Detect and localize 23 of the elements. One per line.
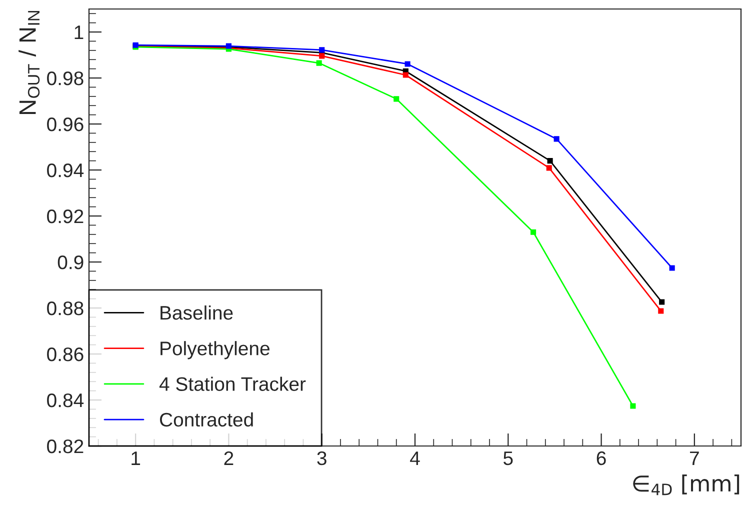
y-tick-label: 0.98: [47, 71, 84, 86]
legend-label: 4 Station Tracker: [159, 376, 306, 391]
x-tick-label: 6: [596, 451, 606, 466]
x-tick-label: 2: [224, 451, 234, 465]
x-tick-label: 1: [132, 452, 140, 465]
legend-label: Contracted: [160, 412, 253, 427]
y-tick-label: 0.9: [58, 255, 84, 270]
y-tick-label: 0.96: [47, 117, 84, 132]
x-tick-label: 5: [504, 452, 513, 466]
y-tick-label: 0.88: [47, 301, 84, 316]
x-tick-label: 7: [690, 452, 699, 465]
y-tick-label: 0.84: [47, 393, 84, 408]
legend-label: Polyethylene: [160, 341, 270, 360]
y-tick-label: 1: [74, 26, 84, 40]
x-tick-label: 3: [317, 451, 326, 466]
x-axis-title: ∈$_{4D}$ [mm]: [633, 474, 740, 496]
y-tick-label: 0.92: [47, 209, 84, 224]
x-tick-label: 4: [410, 452, 420, 465]
y-tick-label: 0.86: [47, 347, 84, 362]
legend-label: Baseline: [160, 305, 233, 320]
y-tick-label: 0.94: [47, 163, 84, 178]
y-tick-label: 0.82: [47, 439, 84, 454]
y-axis-title: N$_{OUT}$ / N$_{IN}$: [18, 11, 40, 114]
